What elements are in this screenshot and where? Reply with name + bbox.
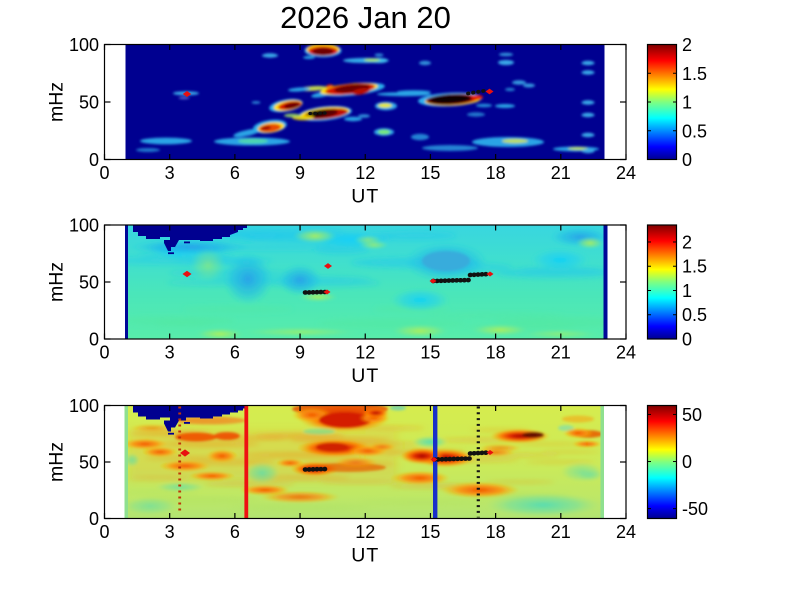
svg-text:12: 12 (355, 522, 375, 542)
svg-text:3: 3 (165, 343, 175, 363)
svg-text:9: 9 (295, 163, 305, 183)
svg-text:18: 18 (486, 522, 506, 542)
svg-text:18: 18 (486, 343, 506, 363)
svg-text:2026 Jan 20: 2026 Jan 20 (280, 0, 451, 35)
svg-text:15: 15 (420, 163, 440, 183)
svg-text:mHz: mHz (46, 442, 68, 482)
svg-text:6: 6 (230, 163, 240, 183)
svg-text:100: 100 (69, 35, 99, 55)
svg-text:mHz: mHz (46, 262, 68, 302)
svg-text:0: 0 (89, 509, 99, 529)
svg-text:15: 15 (420, 522, 440, 542)
svg-text:50: 50 (79, 93, 99, 113)
svg-text:UT: UT (351, 365, 379, 387)
svg-text:21: 21 (551, 522, 571, 542)
svg-text:UT: UT (351, 545, 379, 567)
svg-text:18: 18 (486, 163, 506, 183)
svg-text:0: 0 (89, 330, 99, 350)
svg-text:24: 24 (616, 343, 636, 363)
svg-text:9: 9 (295, 522, 305, 542)
svg-text:0: 0 (99, 522, 109, 542)
svg-text:3: 3 (165, 163, 175, 183)
svg-text:0.5: 0.5 (682, 305, 707, 325)
svg-text:2: 2 (682, 232, 692, 252)
svg-text:2: 2 (682, 35, 692, 55)
svg-text:3: 3 (165, 522, 175, 542)
svg-text:-50: -50 (682, 499, 708, 519)
svg-text:0.5: 0.5 (682, 121, 707, 141)
svg-text:100: 100 (69, 216, 99, 236)
svg-text:12: 12 (355, 343, 375, 363)
svg-text:0: 0 (99, 343, 109, 363)
svg-text:12: 12 (355, 163, 375, 183)
svg-text:24: 24 (616, 163, 636, 183)
svg-text:6: 6 (230, 522, 240, 542)
svg-text:UT: UT (351, 186, 379, 208)
svg-text:21: 21 (551, 163, 571, 183)
svg-text:50: 50 (682, 405, 702, 425)
svg-text:1.5: 1.5 (682, 257, 707, 277)
svg-text:100: 100 (69, 396, 99, 416)
svg-text:mHz: mHz (46, 82, 68, 122)
svg-text:0: 0 (99, 163, 109, 183)
svg-text:0: 0 (682, 452, 692, 472)
svg-text:24: 24 (616, 522, 636, 542)
svg-text:1: 1 (682, 281, 692, 301)
svg-text:1.5: 1.5 (682, 64, 707, 84)
svg-text:9: 9 (295, 343, 305, 363)
svg-text:0: 0 (89, 150, 99, 170)
svg-text:50: 50 (79, 273, 99, 293)
svg-text:15: 15 (420, 343, 440, 363)
svg-text:1: 1 (682, 93, 692, 113)
svg-text:21: 21 (551, 343, 571, 363)
svg-text:0: 0 (682, 150, 692, 170)
svg-text:50: 50 (79, 453, 99, 473)
svg-text:0: 0 (682, 330, 692, 350)
svg-text:6: 6 (230, 343, 240, 363)
